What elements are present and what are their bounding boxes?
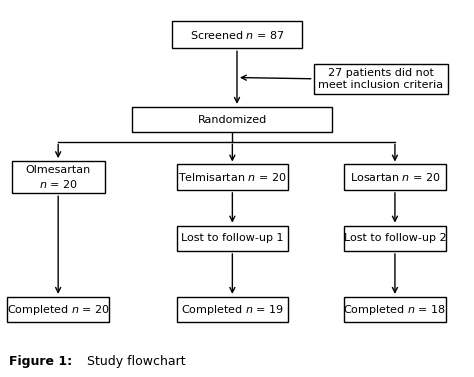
Text: Lost to follow-up 2: Lost to follow-up 2 bbox=[344, 233, 446, 243]
Text: 27 patients did not
meet inclusion criteria: 27 patients did not meet inclusion crite… bbox=[319, 67, 444, 90]
Text: Completed $n$ = 19: Completed $n$ = 19 bbox=[181, 302, 284, 317]
Text: Study flowchart: Study flowchart bbox=[83, 356, 186, 368]
Text: Screened $n$ = 87: Screened $n$ = 87 bbox=[190, 29, 284, 41]
FancyBboxPatch shape bbox=[177, 164, 288, 190]
FancyBboxPatch shape bbox=[177, 297, 288, 322]
FancyBboxPatch shape bbox=[177, 225, 288, 251]
FancyBboxPatch shape bbox=[12, 161, 105, 193]
FancyBboxPatch shape bbox=[132, 107, 332, 132]
Text: Completed $n$ = 18: Completed $n$ = 18 bbox=[343, 302, 447, 317]
Text: Lost to follow-up 1: Lost to follow-up 1 bbox=[181, 233, 283, 243]
Text: Olmesartan
$n$ = 20: Olmesartan $n$ = 20 bbox=[26, 165, 91, 190]
FancyBboxPatch shape bbox=[344, 225, 446, 251]
Text: Telmisartan $n$ = 20: Telmisartan $n$ = 20 bbox=[178, 171, 287, 183]
FancyBboxPatch shape bbox=[344, 164, 446, 190]
Text: Randomized: Randomized bbox=[198, 115, 267, 124]
FancyBboxPatch shape bbox=[344, 297, 446, 322]
FancyBboxPatch shape bbox=[314, 64, 448, 94]
Text: Losartan $n$ = 20: Losartan $n$ = 20 bbox=[349, 171, 440, 183]
FancyBboxPatch shape bbox=[7, 297, 109, 322]
Text: Completed $n$ = 20: Completed $n$ = 20 bbox=[7, 302, 109, 317]
Text: Figure 1:: Figure 1: bbox=[9, 356, 73, 368]
FancyBboxPatch shape bbox=[172, 21, 302, 48]
